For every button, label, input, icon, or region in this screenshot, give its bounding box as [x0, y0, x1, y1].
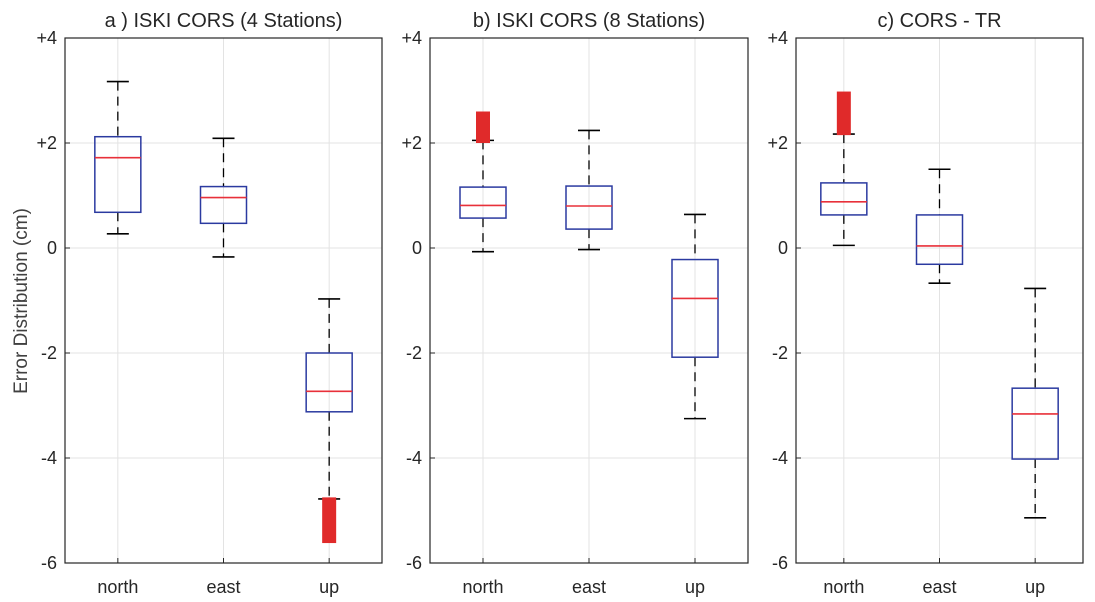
panel-1-box-up-outliers	[322, 497, 337, 544]
panel-3-x-tick-label-north: north	[823, 577, 864, 597]
panel-1-box-east-iqr-box	[199, 185, 248, 225]
panel-1: -6 -4 -2 0 +2 +4 north east up a ) ISKI CORS (4 S…	[36, 10, 383, 597]
panel-1-box-up-iqr-box	[305, 352, 353, 413]
panel-3-box-up	[1011, 287, 1059, 519]
panel-3-y-tick-label: -6	[772, 553, 788, 573]
panel-3-box-north-outliers	[836, 91, 851, 136]
panel-1-x-tick-label-east: east	[206, 577, 240, 597]
panel-3-box-north	[820, 91, 868, 247]
panel-2: -6 -4 -2 0 +2 +4 north east up b) ISKI CORS (8 St…	[401, 10, 749, 597]
panel-3-box-east-iqr-box	[915, 214, 964, 266]
panel-3-box-east	[915, 168, 964, 284]
panel-3: -6 -4 -2 0 +2 +4 north east up c) CORS - TR	[767, 10, 1084, 597]
panel-2-y-tick-label: +2	[401, 133, 422, 153]
panel-3-title: c) CORS - TR	[877, 10, 1001, 32]
panel-1-x-tick-label-north: north	[97, 577, 138, 597]
panel-1-box-north	[94, 80, 142, 235]
panel-3-box-up-iqr-box	[1011, 387, 1059, 460]
panel-3-y-tick-label: +2	[767, 133, 788, 153]
panel-2-box-north-iqr-box	[459, 186, 507, 219]
panel-3-y-tick-label: -2	[772, 343, 788, 363]
panel-3-x-tick-label-east: east	[922, 577, 956, 597]
panel-1-box-east	[199, 137, 248, 258]
panel-2-y-tick-label: 0	[412, 238, 422, 258]
y-axis-label: Error Distribution (cm)	[11, 208, 32, 394]
panel-3-y-tick-label: -4	[772, 448, 788, 468]
panel-2-box-up	[671, 213, 719, 420]
panel-3-y-tick-label: 0	[778, 238, 788, 258]
panel-3-y-tick-label: +4	[767, 28, 788, 48]
panel-2-x-tick-label-east: east	[572, 577, 606, 597]
panel-1-y-tick-label: +2	[36, 133, 57, 153]
panel-2-y-tick-label: -2	[406, 343, 422, 363]
panel-2-box-north	[459, 111, 507, 253]
panel-2-title: b) ISKI CORS (8 Stations)	[473, 10, 705, 32]
panel-1-axes-frame	[64, 37, 383, 564]
panel-1-y-tick-label: +4	[36, 28, 57, 48]
panel-1-box-up	[305, 298, 353, 544]
panel-1-y-tick-label: -2	[41, 343, 57, 363]
panel-2-x-tick-label-up: up	[685, 577, 705, 597]
panel-1-title: a ) ISKI CORS (4 Stations)	[105, 10, 343, 32]
panel-1-y-tick-label: -6	[41, 553, 57, 573]
panel-1-x-tick-label-up: up	[319, 577, 339, 597]
panel-1-y-tick-label: 0	[47, 238, 57, 258]
panel-2-y-tick-label: +4	[401, 28, 422, 48]
panel-2-box-up-iqr-box	[671, 258, 719, 358]
panel-1-box-north-iqr-box	[94, 135, 142, 214]
panel-2-y-tick-label: -6	[406, 553, 422, 573]
panel-2-box-east-iqr-box	[565, 185, 613, 230]
panel-3-box-north-iqr-box	[820, 182, 868, 216]
panel-1-y-tick-label: -4	[41, 448, 57, 468]
panel-2-box-east	[565, 129, 613, 251]
panel-3-x-tick-label-up: up	[1025, 577, 1045, 597]
panel-2-x-tick-label-north: north	[462, 577, 503, 597]
panel-2-box-north-outliers	[476, 111, 490, 143]
panel-2-y-tick-label: -4	[406, 448, 422, 468]
panel-2-axes-frame	[429, 37, 749, 564]
panel-3-axes-frame	[795, 37, 1084, 564]
